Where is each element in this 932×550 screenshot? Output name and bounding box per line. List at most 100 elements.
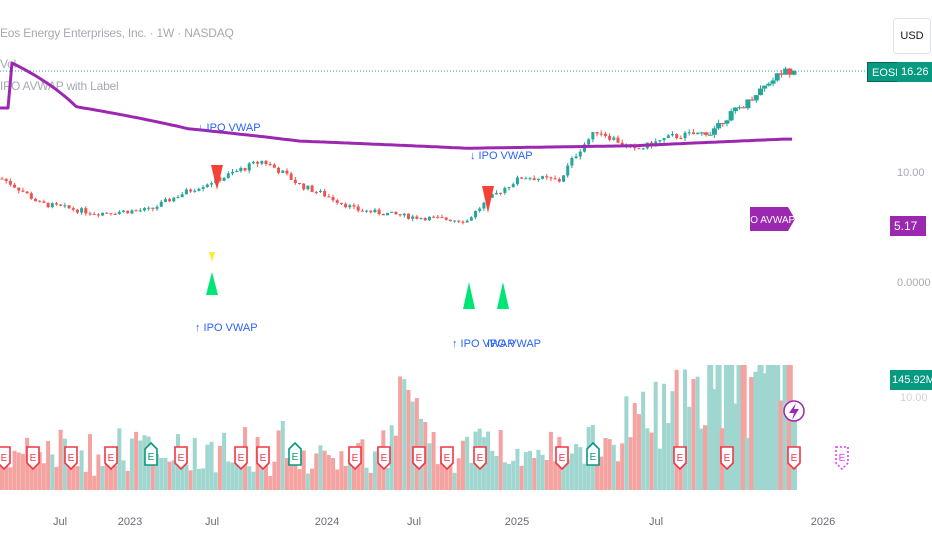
candle-body: [608, 135, 612, 140]
candle-body: [21, 190, 25, 192]
earnings-icon[interactable]: E: [412, 446, 426, 471]
candle-body: [494, 192, 498, 195]
candle-body: [92, 214, 96, 216]
candle-body: [699, 132, 705, 134]
buy-signal-triangle: [497, 282, 509, 309]
volume-bar: [268, 476, 273, 490]
candle-body: [327, 196, 331, 198]
candle-body: [226, 173, 230, 178]
volume-bar: [782, 365, 789, 490]
volume-bars: [0, 365, 797, 490]
earnings-icon[interactable]: E: [348, 446, 362, 471]
volume-bar: [58, 429, 63, 490]
currency-button[interactable]: USD: [893, 18, 931, 54]
volume-bar: [305, 473, 310, 490]
candle-body: [398, 214, 402, 216]
candle-body: [766, 83, 772, 86]
volume-bar: [297, 469, 302, 490]
candle-body: [0, 178, 4, 180]
earnings-icon[interactable]: E: [473, 446, 487, 471]
volume-bar: [410, 401, 415, 490]
volume-bar: [448, 460, 453, 490]
time-label: 2023: [118, 516, 142, 528]
candle-body: [741, 107, 747, 109]
volume-bar: [732, 403, 739, 490]
earnings-icon[interactable]: E: [26, 446, 40, 471]
volume-bar: [138, 440, 143, 490]
candle-body: [427, 216, 431, 221]
lightning-event-icon[interactable]: [783, 400, 805, 422]
volume-bar: [707, 365, 714, 490]
volume-bar: [757, 365, 764, 490]
candle-body: [440, 217, 444, 219]
volume-bar: [8, 467, 13, 490]
volume-bar: [569, 453, 574, 490]
earnings-icon[interactable]: E: [555, 446, 569, 471]
volume-bar: [507, 463, 512, 490]
volume-bar: [37, 452, 42, 490]
candle-body: [75, 209, 79, 213]
volume-bar: [171, 460, 176, 490]
volume-bar: [129, 438, 134, 490]
volume-bar: [155, 454, 160, 490]
earnings-icon[interactable]: E: [586, 441, 600, 466]
candle-body: [222, 177, 226, 181]
volume-bar: [41, 463, 46, 490]
candle-body: [151, 207, 155, 209]
volume-bar: [469, 462, 474, 490]
candle-body: [369, 210, 373, 213]
svg-text:E: E: [148, 452, 155, 463]
candle-body: [360, 210, 364, 212]
earnings-icon[interactable]: E: [787, 446, 801, 471]
earnings-icon[interactable]: E: [0, 446, 11, 471]
avwap-legend[interactable]: IPO AVWAP with Label: [0, 79, 119, 93]
volume-bar: [150, 445, 155, 490]
volume-bar: [695, 376, 700, 490]
volume-bar: [444, 467, 449, 490]
earnings-icon[interactable]: E: [64, 446, 78, 471]
earnings-icon[interactable]: E: [256, 446, 270, 471]
volume-bar: [83, 471, 88, 490]
earnings-icon[interactable]: E: [673, 446, 687, 471]
candle-body: [218, 177, 222, 181]
candle-body: [205, 184, 209, 188]
volume-bar: [678, 453, 683, 490]
volume-bar: [427, 443, 432, 490]
earnings-icon[interactable]: E: [720, 446, 734, 471]
earnings-icon[interactable]: E: [377, 446, 391, 471]
volume-bar: [460, 440, 465, 490]
earnings-icon[interactable]: E: [234, 446, 248, 471]
signal-label: ↓ IPO VWAP: [198, 122, 261, 134]
candle-body: [197, 188, 201, 191]
svg-text:E: E: [839, 453, 846, 464]
candle-body: [54, 203, 58, 205]
candle-body: [184, 189, 188, 195]
earnings-icon[interactable]: E: [104, 446, 118, 471]
candle-body: [453, 220, 457, 222]
earnings-icon[interactable]: E: [174, 446, 188, 471]
volume-bar: [674, 369, 679, 490]
earnings-icon[interactable]: E: [288, 441, 302, 466]
svg-text:E: E: [178, 453, 185, 464]
time-label: 2024: [315, 516, 339, 528]
candle-body: [348, 205, 352, 208]
candle-body: [142, 208, 146, 211]
volume-bar: [456, 458, 461, 490]
volume-bar: [698, 428, 705, 490]
earnings-icon[interactable]: E: [144, 441, 158, 466]
candle-body: [176, 197, 180, 199]
volume-bar: [117, 428, 122, 490]
candle-body: [201, 187, 205, 189]
earnings-icon[interactable]: E: [835, 446, 849, 471]
volume-bar: [649, 432, 654, 490]
volume-bar: [465, 436, 470, 490]
volume-bar: [736, 365, 743, 490]
signal-label: ↑ IPO VWAP: [195, 322, 258, 334]
volume-bar: [113, 465, 118, 490]
earnings-icon[interactable]: E: [440, 446, 454, 471]
time-axis: Jul 2023 Jul 2024 Jul 2025 Jul 2026: [53, 516, 835, 528]
candle-body: [553, 178, 557, 180]
candle-body: [159, 201, 163, 207]
candle-body: [778, 73, 784, 75]
